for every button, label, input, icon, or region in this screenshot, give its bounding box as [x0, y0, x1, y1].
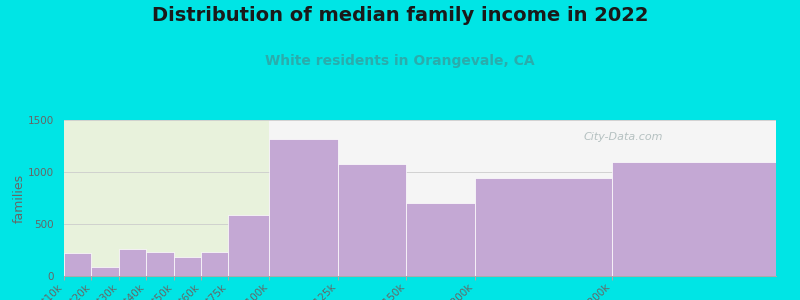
Text: White residents in Orangevale, CA: White residents in Orangevale, CA — [265, 54, 535, 68]
Bar — [64, 253, 91, 276]
Bar — [338, 164, 406, 276]
Bar — [270, 139, 338, 276]
Bar — [612, 162, 776, 276]
Bar — [91, 267, 118, 276]
Bar — [118, 249, 146, 276]
Y-axis label: families: families — [12, 173, 26, 223]
Bar — [201, 252, 228, 276]
Text: City-Data.com: City-Data.com — [584, 133, 663, 142]
Bar — [146, 252, 174, 276]
Bar — [474, 178, 612, 276]
Bar — [64, 120, 270, 276]
Bar — [174, 257, 201, 276]
Bar — [406, 203, 474, 276]
Bar — [228, 214, 270, 276]
Text: Distribution of median family income in 2022: Distribution of median family income in … — [152, 6, 648, 25]
